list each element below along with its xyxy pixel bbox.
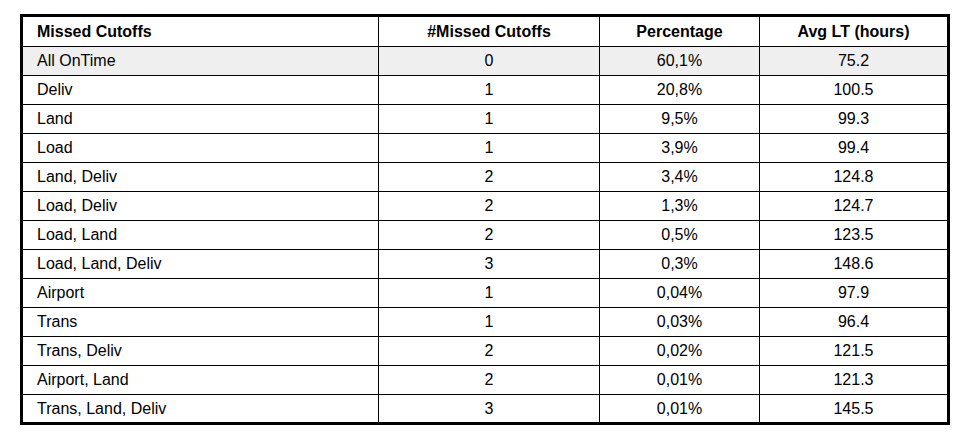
cell-count: 3 bbox=[379, 250, 600, 279]
cell-avg-lt: 75.2 bbox=[760, 47, 949, 76]
missed-cutoffs-table-container: Missed Cutoffs #Missed Cutoffs Percentag… bbox=[20, 14, 950, 425]
cell-missed-cutoffs: Load, Deliv bbox=[22, 192, 379, 221]
cell-percentage: 0,03% bbox=[600, 308, 760, 337]
cell-avg-lt: 148.6 bbox=[760, 250, 949, 279]
table-row: Airport10,04%97.9 bbox=[22, 279, 949, 308]
cell-avg-lt: 124.8 bbox=[760, 163, 949, 192]
cell-count: 2 bbox=[379, 337, 600, 366]
cell-count: 0 bbox=[379, 47, 600, 76]
column-header-percentage: Percentage bbox=[600, 16, 760, 47]
cell-avg-lt: 99.4 bbox=[760, 134, 949, 163]
cell-percentage: 0,02% bbox=[600, 337, 760, 366]
cell-missed-cutoffs: All OnTime bbox=[22, 47, 379, 76]
cell-percentage: 9,5% bbox=[600, 105, 760, 134]
cell-missed-cutoffs: Land bbox=[22, 105, 379, 134]
missed-cutoffs-table: Missed Cutoffs #Missed Cutoffs Percentag… bbox=[20, 14, 950, 425]
table-row: Trans, Deliv20,02%121.5 bbox=[22, 337, 949, 366]
cell-count: 3 bbox=[379, 395, 600, 424]
table-row: Trans, Land, Deliv30,01%145.5 bbox=[22, 395, 949, 424]
cell-avg-lt: 145.5 bbox=[760, 395, 949, 424]
table-row: Deliv120,8%100.5 bbox=[22, 76, 949, 105]
column-header-num-missed-cutoffs: #Missed Cutoffs bbox=[379, 16, 600, 47]
cell-avg-lt: 100.5 bbox=[760, 76, 949, 105]
table-row: Trans10,03%96.4 bbox=[22, 308, 949, 337]
cell-avg-lt: 97.9 bbox=[760, 279, 949, 308]
cell-missed-cutoffs: Trans, Deliv bbox=[22, 337, 379, 366]
cell-avg-lt: 124.7 bbox=[760, 192, 949, 221]
cell-percentage: 0,5% bbox=[600, 221, 760, 250]
cell-percentage: 60,1% bbox=[600, 47, 760, 76]
cell-percentage: 0,01% bbox=[600, 395, 760, 424]
column-header-avg-lt: Avg LT (hours) bbox=[760, 16, 949, 47]
cell-count: 1 bbox=[379, 279, 600, 308]
table-row: Land, Deliv23,4%124.8 bbox=[22, 163, 949, 192]
table-row: Load, Land, Deliv30,3%148.6 bbox=[22, 250, 949, 279]
cell-percentage: 0,3% bbox=[600, 250, 760, 279]
cell-missed-cutoffs: Airport, Land bbox=[22, 366, 379, 395]
cell-percentage: 0,01% bbox=[600, 366, 760, 395]
cell-count: 1 bbox=[379, 76, 600, 105]
cell-missed-cutoffs: Load, Land, Deliv bbox=[22, 250, 379, 279]
cell-count: 2 bbox=[379, 221, 600, 250]
cell-count: 2 bbox=[379, 366, 600, 395]
table-row: Land19,5%99.3 bbox=[22, 105, 949, 134]
cell-missed-cutoffs: Land, Deliv bbox=[22, 163, 379, 192]
cell-avg-lt: 121.5 bbox=[760, 337, 949, 366]
cell-missed-cutoffs: Load, Land bbox=[22, 221, 379, 250]
cell-percentage: 3,4% bbox=[600, 163, 760, 192]
table-row: Load13,9%99.4 bbox=[22, 134, 949, 163]
table-row: All OnTime060,1%75.2 bbox=[22, 47, 949, 76]
cell-count: 2 bbox=[379, 163, 600, 192]
cell-missed-cutoffs: Airport bbox=[22, 279, 379, 308]
cell-avg-lt: 99.3 bbox=[760, 105, 949, 134]
column-header-missed-cutoffs: Missed Cutoffs bbox=[22, 16, 379, 47]
cell-missed-cutoffs: Trans bbox=[22, 308, 379, 337]
table-row: Load, Land20,5%123.5 bbox=[22, 221, 949, 250]
cell-count: 1 bbox=[379, 308, 600, 337]
cell-avg-lt: 96.4 bbox=[760, 308, 949, 337]
cell-missed-cutoffs: Deliv bbox=[22, 76, 379, 105]
cell-count: 1 bbox=[379, 134, 600, 163]
cell-missed-cutoffs: Load bbox=[22, 134, 379, 163]
cell-percentage: 3,9% bbox=[600, 134, 760, 163]
cell-percentage: 0,04% bbox=[600, 279, 760, 308]
cell-percentage: 20,8% bbox=[600, 76, 760, 105]
cell-missed-cutoffs: Trans, Land, Deliv bbox=[22, 395, 379, 424]
cell-count: 1 bbox=[379, 105, 600, 134]
cell-avg-lt: 123.5 bbox=[760, 221, 949, 250]
cell-avg-lt: 121.3 bbox=[760, 366, 949, 395]
table-header-row: Missed Cutoffs #Missed Cutoffs Percentag… bbox=[22, 16, 949, 47]
table-row: Load, Deliv21,3%124.7 bbox=[22, 192, 949, 221]
cell-percentage: 1,3% bbox=[600, 192, 760, 221]
cell-count: 2 bbox=[379, 192, 600, 221]
table-row: Airport, Land20,01%121.3 bbox=[22, 366, 949, 395]
